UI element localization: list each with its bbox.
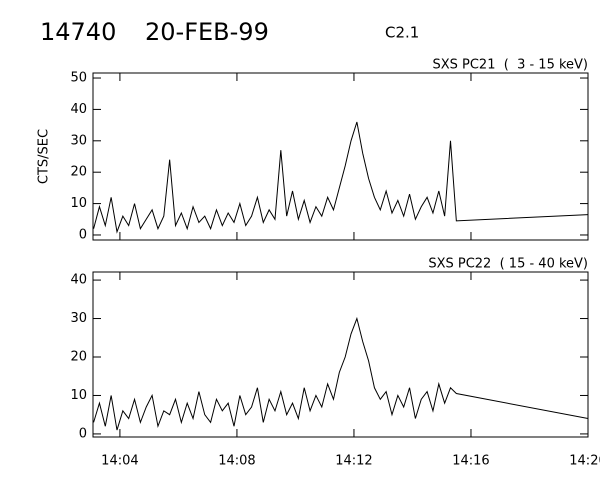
x-tick-label: 14:04 (101, 454, 138, 469)
y-axis-label: CTS/SEC (37, 129, 52, 184)
count-rate-line (93, 121, 589, 234)
y-tick-label: 10 (70, 196, 87, 211)
x-tick-label: 14:12 (335, 454, 372, 469)
x-tick-label: 14:08 (218, 454, 255, 469)
event-date: 20-FEB-99 (145, 18, 269, 46)
panel-title: SXS PC22 ( 15 - 40 keV) (428, 257, 588, 272)
y-tick-label: 10 (70, 388, 87, 403)
y-tick-label: 0 (79, 426, 87, 441)
y-tick-label: 40 (70, 102, 87, 117)
x-tick-label: 14:20 (569, 454, 600, 469)
y-tick-label: 40 (70, 273, 87, 288)
plot-frame (92, 271, 589, 438)
flare-class: C2.1 (385, 24, 419, 42)
y-tick-label: 0 (79, 227, 87, 242)
count-rate-line (93, 316, 589, 431)
y-tick-label: 50 (70, 71, 87, 86)
plot-frame (92, 72, 589, 241)
x-tick-label: 14:16 (452, 454, 489, 469)
y-tick-label: 30 (70, 133, 87, 148)
panel-title: SXS PC21 ( 3 - 15 keV) (432, 58, 588, 73)
y-tick-label: 20 (70, 165, 87, 180)
event-id: 14740 (40, 18, 116, 46)
y-tick-label: 30 (70, 311, 87, 326)
y-tick-label: 20 (70, 350, 87, 365)
